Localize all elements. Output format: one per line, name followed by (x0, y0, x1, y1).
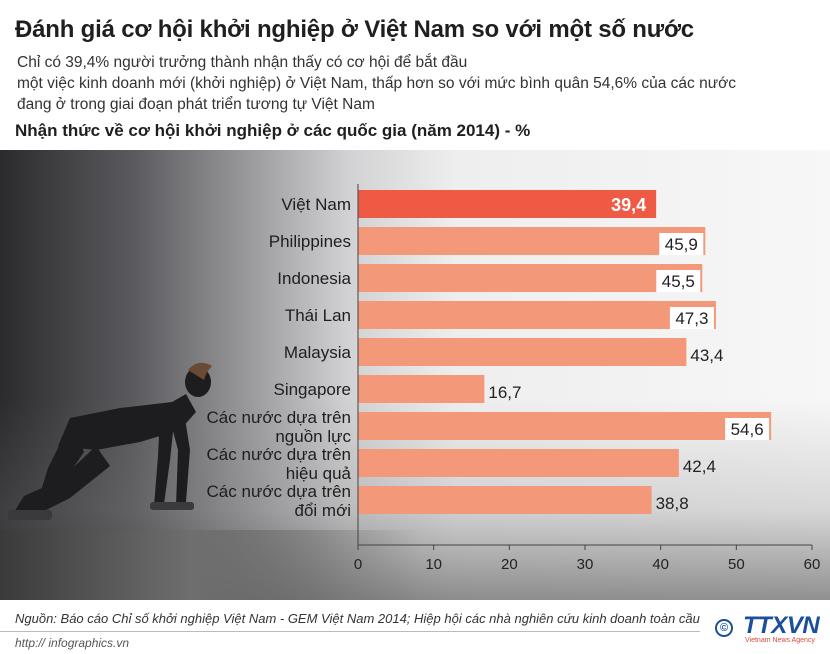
bar-chart: Việt Nam 39,4 Philippines 45,9 Indonesia 45,5… (207, 184, 821, 573)
category-label: Các nước dựa trên nguồn lực (207, 408, 352, 446)
value-label: 45,9 (665, 235, 698, 254)
bar (358, 301, 716, 329)
chart-panel: Việt Nam 39,4 Philippines 45,9 Indonesia 45,5… (0, 150, 830, 600)
bar (358, 375, 485, 403)
bar (358, 264, 703, 292)
category-label-line: nguồn lực (275, 427, 351, 446)
category-label-line: hiệu quả (286, 464, 352, 483)
value-label-box (656, 270, 701, 292)
source-note: Nguồn: Báo cáo Chỉ số khởi nghiệp Việt N… (15, 611, 700, 626)
logo-text: TTXVN (743, 612, 820, 639)
category-label: Thái Lan (285, 306, 351, 325)
category-label: Indonesia (277, 269, 351, 288)
bar (358, 338, 687, 366)
page-subtitle: Chỉ có 39,4% người trưởng thành nhận thấ… (17, 52, 807, 115)
running-track (0, 530, 420, 600)
category-label: Các nước dựa trên đổi mới (207, 482, 351, 520)
page-title: Đánh giá cơ hội khởi nghiệp ở Việt Nam s… (15, 16, 694, 43)
category-label: Các nước dựa trên hiệu quả (207, 445, 352, 483)
category-label-line: Các nước dựa trên (207, 408, 351, 427)
value-label: 42,4 (683, 457, 716, 476)
footer-divider (0, 631, 700, 632)
ttxvn-logo: © TTXVN Vietnam News Agency (715, 612, 825, 648)
value-label-box (725, 418, 770, 440)
category-label-line: đổi mới (295, 501, 352, 520)
category-label: Malaysia (284, 343, 352, 362)
category-label: Việt Nam (281, 195, 351, 214)
value-label: 54,6 (731, 420, 764, 439)
footer: Nguồn: Báo cáo Chỉ số khởi nghiệp Việt N… (0, 600, 830, 654)
bar (358, 412, 772, 440)
category-label-line: Các nước dựa trên (207, 445, 351, 464)
x-tick-label: 0 (354, 556, 362, 573)
bar (358, 227, 706, 255)
x-tick-label: 10 (425, 556, 442, 573)
category-label: Philippines (269, 232, 351, 251)
value-label-box (669, 307, 714, 329)
subtitle-line: đang ở trong giai đoạn phát triển tương … (17, 96, 375, 113)
x-tick-label: 30 (577, 556, 594, 573)
chart-heading: Nhận thức về cơ hội khởi nghiệp ở các qu… (15, 121, 531, 140)
category-label-line: Các nước dựa trên (207, 482, 351, 501)
logo-subtext: Vietnam News Agency (745, 637, 815, 644)
value-label: 45,5 (662, 272, 695, 291)
source-url[interactable]: http:// infographics.vn (15, 636, 130, 650)
bar (358, 449, 679, 477)
bar (358, 486, 652, 514)
value-label: 47,3 (675, 309, 708, 328)
category-label: Singapore (273, 380, 351, 399)
x-tick-label: 50 (728, 556, 745, 573)
value-label: 38,8 (656, 494, 689, 513)
x-tick-label: 60 (804, 556, 821, 573)
value-label-box (659, 233, 704, 255)
bar (358, 190, 657, 218)
subtitle-line: Chỉ có 39,4% người trưởng thành nhận thấ… (17, 54, 468, 71)
value-label: 16,7 (488, 383, 521, 402)
value-label: 43,4 (690, 346, 723, 365)
sprinter-illustration (8, 362, 212, 520)
header: Đánh giá cơ hội khởi nghiệp ở Việt Nam s… (0, 0, 830, 150)
subtitle-line: một việc kinh doanh mới (khởi nghiệp) ở … (17, 75, 737, 92)
x-tick-label: 40 (652, 556, 669, 573)
x-tick-label: 20 (501, 556, 518, 573)
value-label: 39,4 (611, 195, 646, 215)
copyright-icon: © (715, 619, 733, 637)
